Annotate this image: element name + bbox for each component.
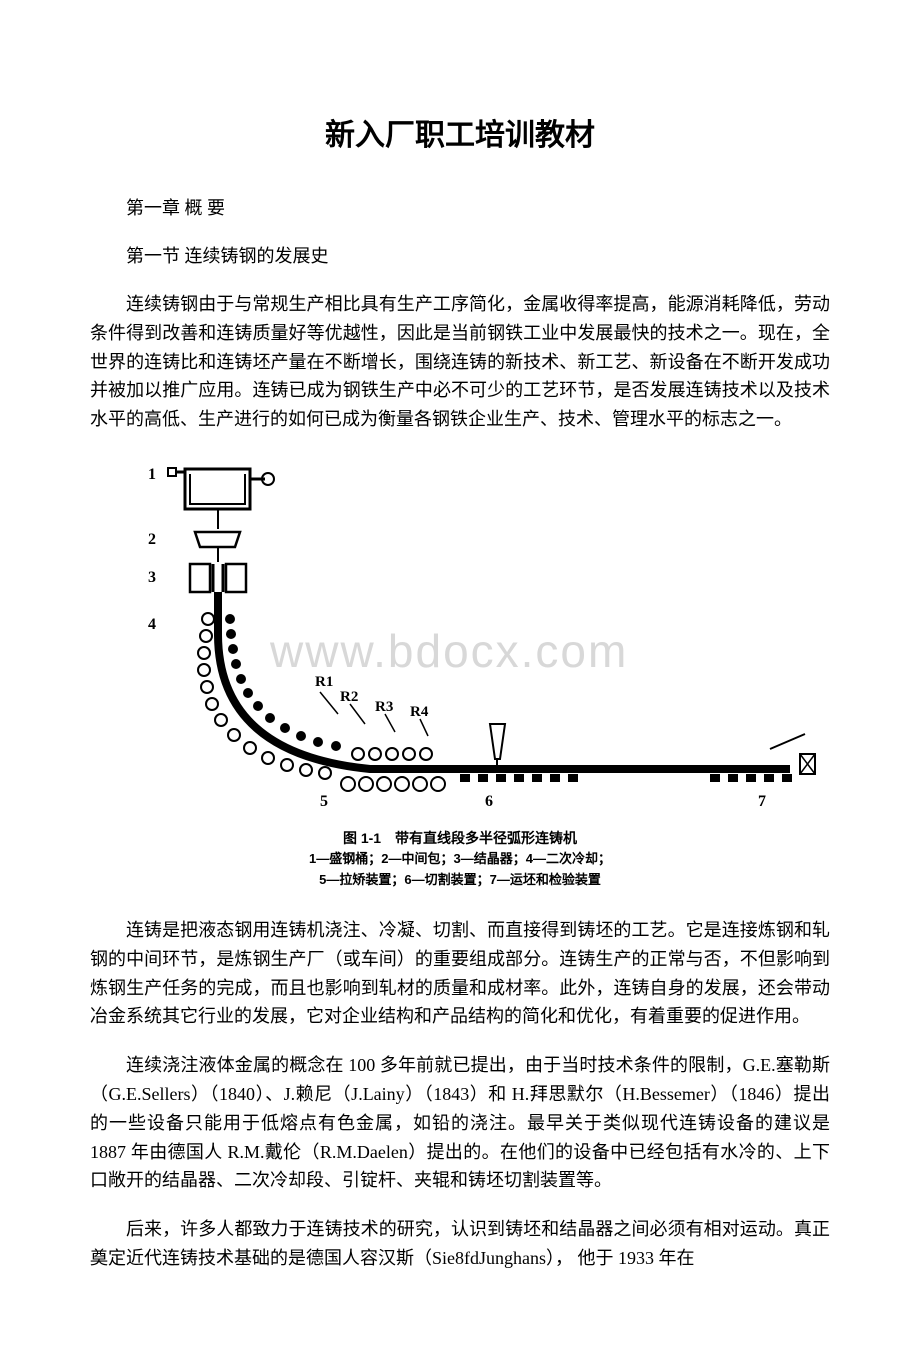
paragraph-3: 连续浇注液体金属的概念在 100 多年前就已提出，由于当时技术条件的限制，G.E… [90,1051,830,1195]
roller-table-7 [710,734,815,782]
label-3: 3 [148,569,156,586]
roller-table-6 [460,774,578,782]
label-1: 1 [148,466,156,483]
label-2: 2 [148,531,156,548]
label-r1: R1 [315,674,333,690]
torch-icon [490,724,505,766]
mold-icon [190,564,246,592]
label-7: 7 [758,793,766,810]
tundish-icon [195,532,240,562]
paragraph-1: 连续铸钢由于与常规生产相比具有生产工序简化，金属收得率提高，能源消耗降低，劳动条… [90,290,830,434]
figure-caption-line2: 5—拉矫装置；6—切割装置；7—运坯和检验装置 [90,870,830,891]
page-title: 新入厂职工培训教材 [90,110,830,154]
label-4: 4 [148,616,156,633]
ladle-icon [168,468,274,529]
label-r3: R3 [375,699,393,715]
label-r4: R4 [410,704,429,720]
chapter-heading: 第一章 概 要 [90,194,830,220]
label-6: 6 [485,793,493,810]
figure-caption-main: 图 1-1 带有直线段多半径弧形连铸机 [90,827,830,849]
label-5: 5 [320,793,328,810]
caster-diagram: 1 2 3 [90,454,830,814]
figure-caption-line1: 1—盛钢桶；2—中间包；3—结晶器；4—二次冷却； [90,849,830,870]
section-heading: 第一节 连续铸钢的发展史 [90,242,830,268]
paragraph-2: 连铸是把液态钢用连铸机浇注、冷凝、切割、而直接得到铸坯的工艺。它是连接炼钢和轧钢… [90,916,830,1031]
figure-1-1: www.bdocx.com 1 2 3 [90,454,830,891]
paragraph-4: 后来，许多人都致力于连铸技术的研究，认识到铸坯和结晶器之间必须有相对运动。真正奠… [90,1215,830,1273]
label-r2: R2 [340,689,358,705]
